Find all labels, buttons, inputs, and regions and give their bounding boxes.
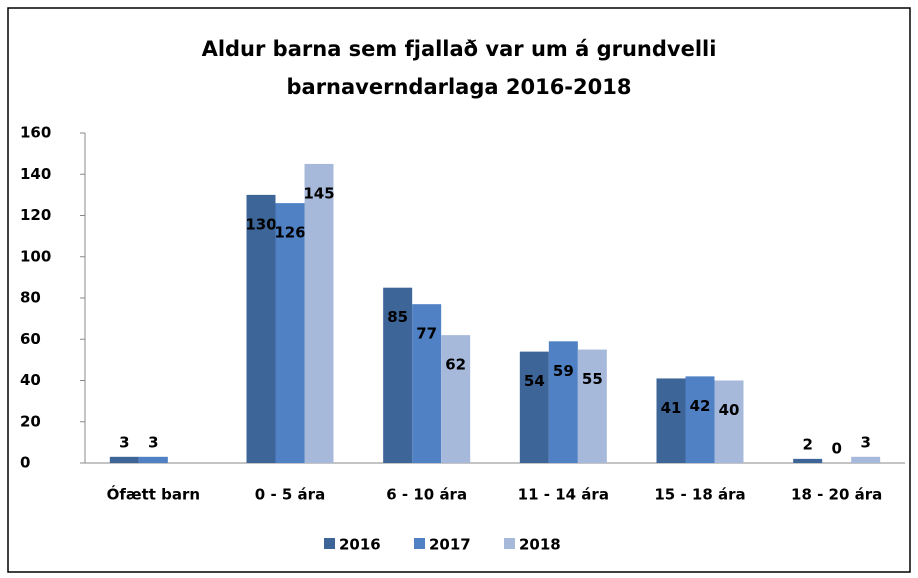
x-tick-label: 11 - 14 ára xyxy=(518,486,609,504)
legend-label: 2018 xyxy=(519,536,561,554)
y-tick-label: 40 xyxy=(20,371,41,389)
legend-label: 2016 xyxy=(339,536,381,554)
y-tick-label: 140 xyxy=(20,165,51,183)
chart-frame xyxy=(7,7,911,573)
bar xyxy=(548,341,578,463)
data-label: 145 xyxy=(303,184,334,202)
data-label: 62 xyxy=(445,356,466,374)
bar xyxy=(246,194,276,463)
bar xyxy=(656,378,686,463)
legend-swatch xyxy=(504,538,515,549)
data-label: 42 xyxy=(690,397,711,415)
bar xyxy=(109,456,139,463)
data-label: 41 xyxy=(661,399,682,417)
x-tick-label: 0 - 5 ára xyxy=(255,486,325,504)
x-tick-label: Ófætt barn xyxy=(107,485,201,504)
y-tick-label: 20 xyxy=(20,412,41,430)
bar xyxy=(685,376,715,463)
bar xyxy=(851,456,881,463)
x-tick-label: 6 - 10 ára xyxy=(386,486,467,504)
legend-swatch xyxy=(414,538,425,549)
data-label: 77 xyxy=(416,325,437,343)
data-label: 2 xyxy=(802,435,812,453)
bar xyxy=(383,287,413,463)
data-label: 54 xyxy=(524,372,545,390)
bar xyxy=(412,304,442,463)
data-label: 85 xyxy=(387,308,408,326)
data-label: 130 xyxy=(245,215,276,233)
bar xyxy=(275,203,305,463)
y-tick-label: 120 xyxy=(20,206,51,224)
data-label: 3 xyxy=(148,433,158,451)
bar xyxy=(138,456,168,463)
bar xyxy=(441,335,471,463)
y-tick-label: 60 xyxy=(20,330,41,348)
bar xyxy=(577,349,607,463)
chart-title: barnaverndarlaga 2016-2018 xyxy=(287,75,632,99)
bar xyxy=(519,351,549,463)
legend-swatch xyxy=(324,538,335,549)
data-label: 3 xyxy=(119,433,129,451)
data-label: 40 xyxy=(719,401,740,419)
bar xyxy=(714,380,744,463)
bar xyxy=(793,458,823,463)
x-tick-label: 15 - 18 ára xyxy=(654,486,745,504)
y-tick-label: 160 xyxy=(20,124,51,142)
data-label: 55 xyxy=(582,370,603,388)
y-tick-label: 100 xyxy=(20,247,51,265)
data-label: 3 xyxy=(860,433,870,451)
y-tick-label: 80 xyxy=(20,289,41,307)
data-label: 126 xyxy=(274,224,305,242)
y-tick-label: 0 xyxy=(20,454,30,472)
x-tick-label: 18 - 20 ára xyxy=(791,486,882,504)
chart-title: Aldur barna sem fjallað var um á grundve… xyxy=(202,37,717,61)
legend-label: 2017 xyxy=(429,536,471,554)
bar xyxy=(304,163,334,463)
data-label: 0 xyxy=(831,440,841,458)
data-label: 59 xyxy=(553,362,574,380)
